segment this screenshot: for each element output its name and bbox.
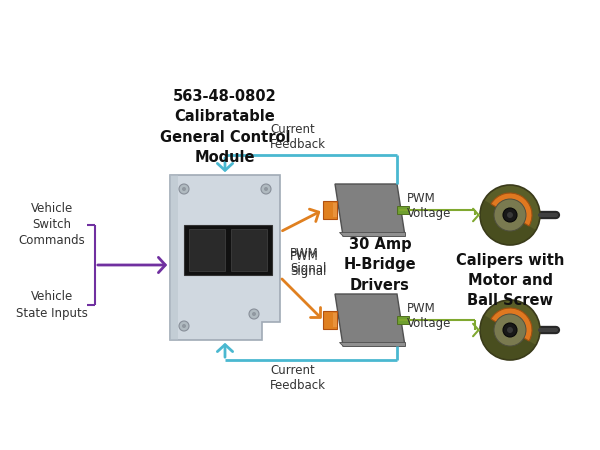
Text: Vehicle
State Inputs: Vehicle State Inputs <box>16 291 88 319</box>
Circle shape <box>182 187 186 191</box>
Wedge shape <box>491 308 532 341</box>
Text: Current
Feedback: Current Feedback <box>270 123 326 151</box>
Circle shape <box>264 187 268 191</box>
Circle shape <box>503 208 517 222</box>
Polygon shape <box>189 229 225 271</box>
Polygon shape <box>323 201 337 219</box>
Text: 30 Amp
H-Bridge
Drivers: 30 Amp H-Bridge Drivers <box>344 237 416 293</box>
Text: 563-48-0802
Calibratable
General Control
Module: 563-48-0802 Calibratable General Control… <box>160 89 290 165</box>
Circle shape <box>494 199 526 231</box>
Wedge shape <box>480 315 536 360</box>
Polygon shape <box>231 229 267 271</box>
Text: PWM
Voltage: PWM Voltage <box>407 192 451 220</box>
Polygon shape <box>333 203 337 217</box>
Text: Current
Feedback: Current Feedback <box>270 364 326 392</box>
Polygon shape <box>170 175 280 340</box>
Circle shape <box>261 184 271 194</box>
Circle shape <box>480 185 540 245</box>
Polygon shape <box>333 313 337 327</box>
Polygon shape <box>397 316 409 324</box>
Text: Calipers with
Motor and
Ball Screw: Calipers with Motor and Ball Screw <box>456 252 564 308</box>
Circle shape <box>182 324 186 328</box>
Circle shape <box>179 184 189 194</box>
Polygon shape <box>335 294 405 346</box>
Polygon shape <box>323 311 337 329</box>
Circle shape <box>507 327 513 333</box>
Polygon shape <box>170 175 178 340</box>
Polygon shape <box>339 232 405 236</box>
Wedge shape <box>480 200 536 245</box>
Wedge shape <box>491 193 532 226</box>
Text: PWM
Signal: PWM Signal <box>290 250 326 278</box>
Polygon shape <box>335 184 405 236</box>
Circle shape <box>249 309 259 319</box>
Circle shape <box>179 321 189 331</box>
Polygon shape <box>184 225 272 275</box>
Circle shape <box>503 323 517 337</box>
Text: PWM
Voltage: PWM Voltage <box>407 302 451 330</box>
Circle shape <box>480 300 540 360</box>
Circle shape <box>252 312 256 316</box>
Polygon shape <box>397 206 409 214</box>
Text: PWM
Signal: PWM Signal <box>290 247 326 275</box>
Circle shape <box>507 212 513 218</box>
Text: Vehicle
Switch
Commands: Vehicle Switch Commands <box>19 202 85 248</box>
Circle shape <box>494 314 526 346</box>
Polygon shape <box>339 342 405 346</box>
